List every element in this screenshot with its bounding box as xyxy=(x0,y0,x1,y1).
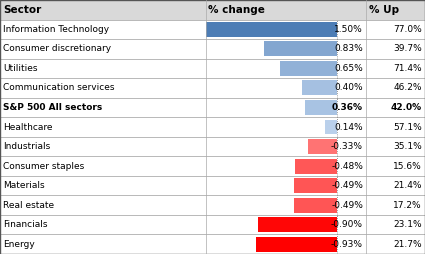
Bar xyxy=(0,234,425,254)
Bar xyxy=(308,139,337,154)
Text: Industrials: Industrials xyxy=(3,142,50,151)
Bar xyxy=(0,0,425,20)
Text: Materials: Materials xyxy=(3,181,45,190)
Bar xyxy=(294,198,337,213)
Text: 71.4%: 71.4% xyxy=(393,64,422,73)
Text: S&P 500 All sectors: S&P 500 All sectors xyxy=(3,103,102,112)
Bar xyxy=(295,159,337,173)
Text: Sector: Sector xyxy=(3,5,41,15)
Text: -0.49%: -0.49% xyxy=(331,201,363,210)
Bar xyxy=(264,41,337,56)
Text: 46.2%: 46.2% xyxy=(393,83,422,92)
Text: 21.7%: 21.7% xyxy=(393,240,422,249)
Text: 77.0%: 77.0% xyxy=(393,25,422,34)
Bar xyxy=(0,117,425,137)
Text: 21.4%: 21.4% xyxy=(393,181,422,190)
Bar xyxy=(325,120,337,134)
Text: 23.1%: 23.1% xyxy=(393,220,422,229)
Text: 17.2%: 17.2% xyxy=(393,201,422,210)
Bar xyxy=(294,178,337,193)
Bar xyxy=(0,156,425,176)
Text: 1.50%: 1.50% xyxy=(334,25,363,34)
Text: Consumer discretionary: Consumer discretionary xyxy=(3,44,111,53)
Bar xyxy=(256,237,337,252)
Text: Energy: Energy xyxy=(3,240,35,249)
Text: Healthcare: Healthcare xyxy=(3,122,52,132)
Text: % Up: % Up xyxy=(369,5,399,15)
Text: 57.1%: 57.1% xyxy=(393,122,422,132)
Bar xyxy=(0,39,425,59)
Bar xyxy=(280,61,337,76)
Text: Financials: Financials xyxy=(3,220,48,229)
Text: 39.7%: 39.7% xyxy=(393,44,422,53)
Bar xyxy=(306,100,337,115)
Text: % change: % change xyxy=(208,5,265,15)
Text: 0.40%: 0.40% xyxy=(334,83,363,92)
Text: -0.49%: -0.49% xyxy=(331,181,363,190)
Text: -0.93%: -0.93% xyxy=(331,240,363,249)
Bar xyxy=(0,137,425,156)
Text: 0.36%: 0.36% xyxy=(332,103,363,112)
Text: -0.48%: -0.48% xyxy=(331,162,363,171)
Bar xyxy=(0,195,425,215)
Bar xyxy=(258,217,337,232)
Text: 35.1%: 35.1% xyxy=(393,142,422,151)
Bar xyxy=(0,20,425,39)
Bar xyxy=(206,22,337,37)
Bar xyxy=(0,78,425,98)
Text: 0.14%: 0.14% xyxy=(334,122,363,132)
Bar xyxy=(302,81,337,95)
Text: -0.33%: -0.33% xyxy=(331,142,363,151)
Bar xyxy=(0,215,425,234)
Text: Utilities: Utilities xyxy=(3,64,37,73)
Text: 15.6%: 15.6% xyxy=(393,162,422,171)
Bar xyxy=(0,98,425,117)
Text: Consumer staples: Consumer staples xyxy=(3,162,84,171)
Text: 42.0%: 42.0% xyxy=(391,103,422,112)
Bar xyxy=(0,59,425,78)
Text: 0.83%: 0.83% xyxy=(334,44,363,53)
Bar xyxy=(0,176,425,195)
Text: -0.90%: -0.90% xyxy=(331,220,363,229)
Text: 0.65%: 0.65% xyxy=(334,64,363,73)
Text: Real estate: Real estate xyxy=(3,201,54,210)
Text: Information Technology: Information Technology xyxy=(3,25,109,34)
Text: Communication services: Communication services xyxy=(3,83,114,92)
